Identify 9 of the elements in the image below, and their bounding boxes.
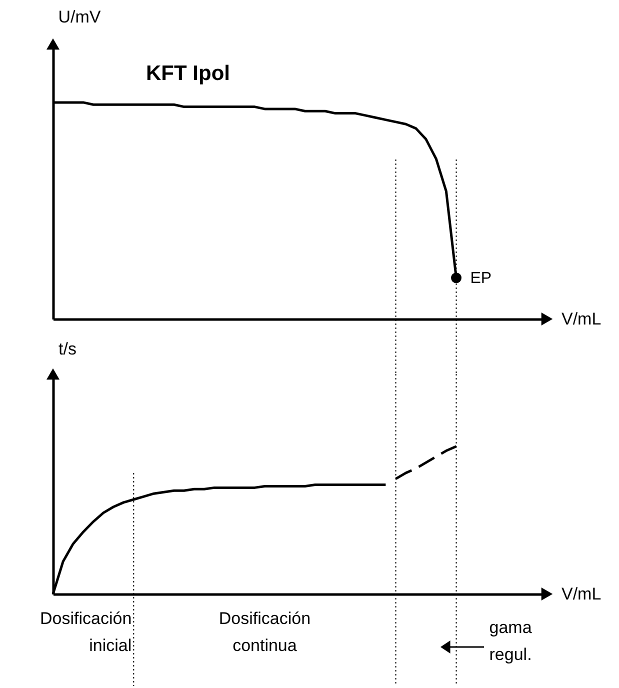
text: Dosificación inicial [40, 609, 132, 655]
chart-title: KFT Ipol [146, 62, 230, 85]
annotation: EP [470, 270, 492, 287]
x-axis-title: V/mL [562, 310, 602, 328]
y-axis-title: t/s [58, 340, 76, 358]
y-axis-title: U/mV [58, 8, 102, 26]
x-axis-title: V/mL [562, 584, 602, 604]
text: gama regul. [489, 618, 532, 664]
text: Dosificación continua [218, 609, 311, 655]
